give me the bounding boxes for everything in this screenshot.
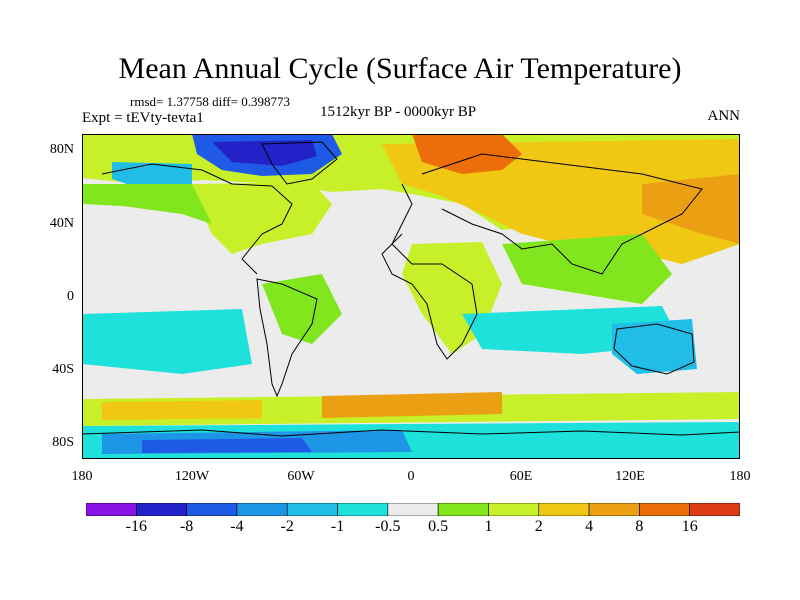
colorbar-swatch xyxy=(337,503,389,516)
coastline-south-america xyxy=(256,278,318,398)
southern-ocean-hot-west xyxy=(102,400,262,420)
australia-cool xyxy=(612,319,697,374)
stats-text: rmsd= 1.37758 diff= 0.398773 xyxy=(130,94,290,109)
greenland-very-cold-core xyxy=(212,140,317,166)
colorbar-label: 4 xyxy=(585,518,594,535)
lon-label-60e: 60E xyxy=(509,469,533,484)
lat-label-40n: 40N xyxy=(49,216,74,231)
colorbar-swatch xyxy=(136,503,187,516)
season-label: ANN xyxy=(707,108,741,124)
experiment-label: Expt = tEVty-tevta1 xyxy=(82,110,204,126)
east-asia-hot-region xyxy=(642,174,740,244)
colorbar-swatch xyxy=(86,503,137,516)
temperature-anomaly-map xyxy=(82,134,740,459)
lon-label-60w: 60W xyxy=(287,469,315,484)
colorbar-swatch xyxy=(538,503,590,516)
lon-label-120w: 120W xyxy=(174,469,210,484)
colorbar-swatch xyxy=(689,503,740,516)
north-pacific-green xyxy=(82,184,212,224)
lat-label-80s: 80S xyxy=(52,435,74,450)
colorbar-swatch xyxy=(639,503,690,516)
colorbar-swatch xyxy=(387,503,439,516)
lon-label-180e: 180 xyxy=(729,469,751,484)
period-label: 1512kyr BP - 0000kyr BP xyxy=(320,104,477,120)
southern-ocean-hot xyxy=(322,392,502,418)
lon-label-0: 0 xyxy=(407,469,415,484)
north-america-warm xyxy=(192,182,332,254)
coastline-asia xyxy=(421,153,703,275)
south-pacific-cool xyxy=(82,309,252,374)
coastline-antarctica xyxy=(82,429,740,437)
colorbar-swatch xyxy=(588,503,640,516)
north-atlantic-cold-patch xyxy=(112,162,192,189)
colorbar-swatch xyxy=(286,503,338,516)
lon-label-180w: 180 xyxy=(71,469,93,484)
colorbar-label: 1 xyxy=(484,518,493,535)
colorbar-swatch xyxy=(488,503,540,516)
coastline-greenland xyxy=(261,141,338,185)
coastline-north-america xyxy=(101,163,293,275)
coastline-europe-africa xyxy=(381,183,478,360)
lat-label-equator: 0 xyxy=(67,289,74,304)
colorbar-label: -4 xyxy=(230,518,244,535)
colorbar-label: 0.5 xyxy=(428,518,449,535)
coastline-australia xyxy=(613,323,695,375)
colorbar-label: -8 xyxy=(179,518,194,535)
amazon-green xyxy=(262,274,342,344)
antarctica-very-cold xyxy=(142,438,312,453)
colorbar-swatch xyxy=(236,503,288,516)
colorbar xyxy=(86,503,740,516)
colorbar-label: -16 xyxy=(125,518,147,535)
plot-title: Mean Annual Cycle (Surface Air Temperatu… xyxy=(118,52,682,85)
lat-label-40s: 40S xyxy=(52,362,74,377)
colorbar-swatch xyxy=(437,503,489,516)
colorbar-label: -2 xyxy=(280,518,294,535)
colorbar-label: 2 xyxy=(534,518,543,535)
lat-label-80n: 80N xyxy=(49,142,74,157)
siberia-hot-region xyxy=(412,134,522,174)
colorbar-label: -0.5 xyxy=(375,518,401,535)
colorbar-label: -1 xyxy=(330,518,345,535)
colorbar-label: 8 xyxy=(635,518,644,535)
colorbar-swatch xyxy=(186,503,238,516)
lon-label-120e: 120E xyxy=(615,469,645,484)
colorbar-label: 16 xyxy=(681,518,698,535)
